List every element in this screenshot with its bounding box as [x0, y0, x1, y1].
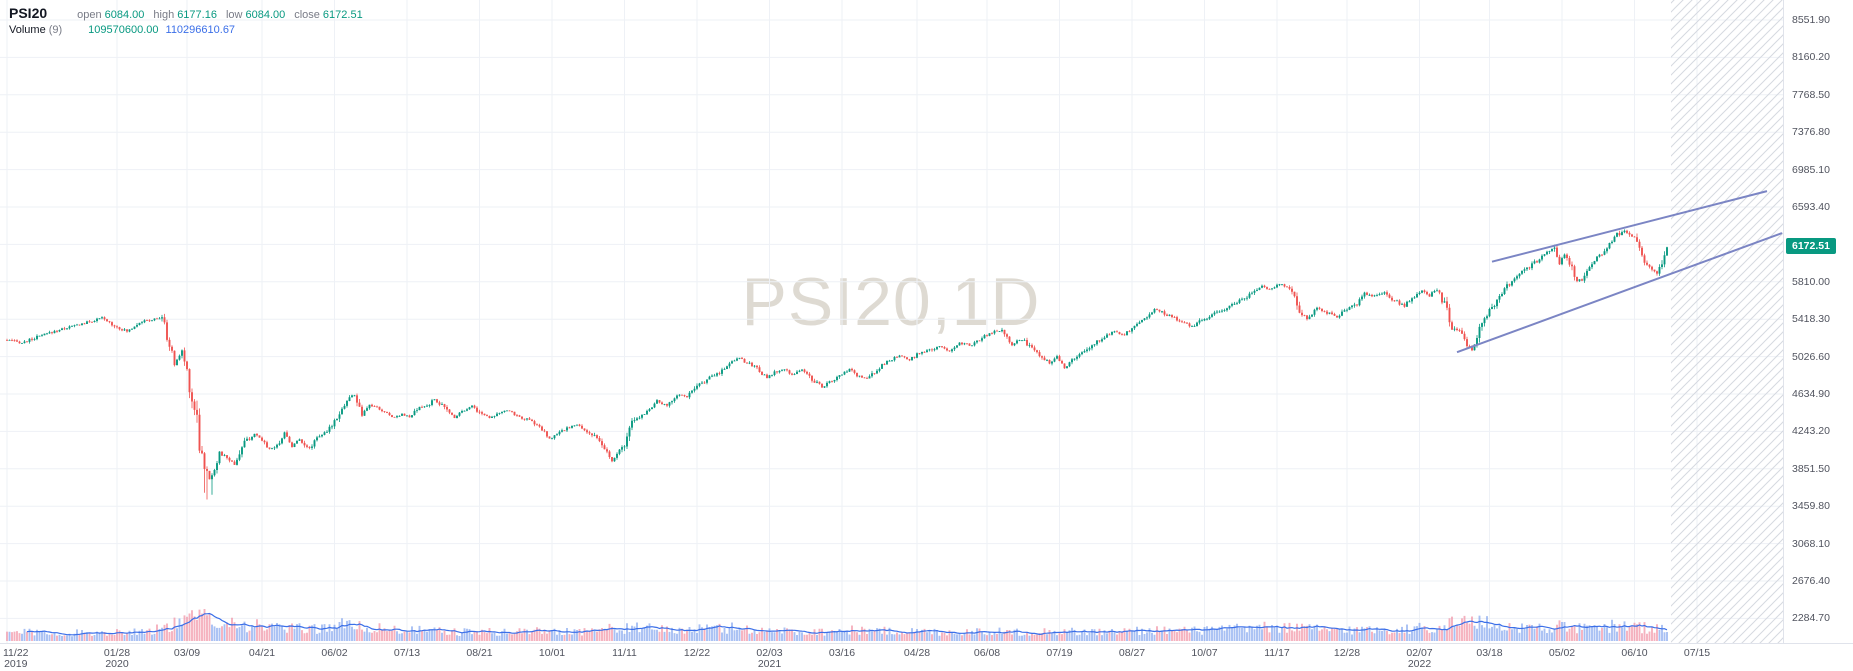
- time-axis-label: 11/11: [612, 647, 637, 659]
- volume-series: [6, 609, 1668, 641]
- price-axis-label: 5418.30: [1792, 313, 1830, 326]
- low-label: low: [225, 9, 243, 21]
- volume-value: 109570600.00: [88, 24, 159, 36]
- trendline-lower[interactable]: [1456, 232, 1783, 354]
- close-label: close: [294, 9, 320, 21]
- price-axis-label: 4243.20: [1792, 425, 1830, 438]
- time-axis-label: 06/10: [1621, 647, 1648, 659]
- candlestick-chart[interactable]: [0, 0, 1783, 643]
- price-axis-label: 7768.50: [1792, 88, 1830, 101]
- time-axis-year-label: 2022: [1407, 658, 1432, 670]
- ohlc-row: PSI20 open 6084.00 high 6177.16 low 6084…: [9, 5, 372, 24]
- time-axis-label: 03/18: [1476, 647, 1503, 659]
- price-axis[interactable]: 8551.90 8160.20 7768.50 7376.80 6985.10 6593.…: [1783, 0, 1853, 643]
- time-axis-label: 12/22: [683, 647, 711, 659]
- time-axis-label: 06/08: [973, 647, 1001, 659]
- low-value: 6084.00: [245, 9, 286, 21]
- last-price-badge: 6172.51: [1786, 238, 1836, 255]
- time-axis-label: 05/02: [1548, 647, 1576, 659]
- time-axis-label: 04/28: [903, 647, 931, 659]
- volume-ma-value: 110296610.67: [165, 24, 236, 36]
- high-label: high: [153, 9, 175, 21]
- time-axis-label: 01/28 2020: [103, 647, 131, 670]
- time-axis-label: 03/16: [828, 647, 856, 659]
- time-axis-label: 02/03 2021: [756, 647, 783, 670]
- time-axis-label: 07/19: [1046, 647, 1073, 659]
- close-value: 6172.51: [322, 9, 363, 21]
- price-axis-label: 3851.50: [1792, 462, 1830, 475]
- time-axis[interactable]: 11/22 2019 01/28 2020 03/09 04/21 06/02 07/13 08…: [0, 643, 1853, 671]
- price-axis-label: 2676.40: [1792, 575, 1830, 587]
- volume-row: Volume (9) 109570600.00 110296610.67: [9, 24, 372, 43]
- time-axis-label: 07/15: [1683, 647, 1711, 659]
- price-axis-label: 5026.60: [1792, 350, 1830, 363]
- time-axis-label: 11/22 2019: [3, 647, 29, 670]
- price-axis-label: 3068.10: [1792, 537, 1830, 550]
- price-axis-label: 3459.80: [1792, 500, 1830, 513]
- trendline-upper[interactable]: [1491, 190, 1768, 263]
- candles-series: [6, 229, 1668, 500]
- volume-indicator-label[interactable]: Volume: [9, 24, 46, 36]
- high-value: 6177.16: [177, 9, 217, 21]
- price-axis-label: 4634.90: [1792, 388, 1830, 400]
- time-axis-year-label: 2019: [4, 658, 28, 670]
- time-axis-label: 12/28: [1333, 647, 1361, 659]
- price-axis-label: 7376.80: [1792, 126, 1830, 139]
- price-axis-label: 8551.90: [1792, 14, 1830, 26]
- open-value: 6084.00: [104, 9, 145, 21]
- price-axis-label: 2284.70: [1792, 612, 1830, 625]
- open-label: open: [77, 9, 102, 21]
- time-axis-label: 08/27: [1118, 647, 1146, 659]
- time-axis-label: 02/07 2022: [1406, 647, 1433, 670]
- time-axis-label: 04/21: [248, 647, 276, 659]
- time-axis-label: 03/09: [173, 647, 201, 659]
- time-axis-label: 11/17: [1264, 647, 1290, 659]
- time-axis-label: 06/02: [321, 647, 348, 659]
- volume-ma-line: [26, 612, 1668, 636]
- symbol-name[interactable]: PSI20: [9, 5, 48, 21]
- trendline-drawings[interactable]: [1456, 190, 1783, 354]
- price-axis-label: 6593.40: [1792, 201, 1830, 213]
- time-axis-label: 10/07: [1191, 647, 1218, 659]
- time-axis-label: 07/13: [393, 647, 421, 659]
- time-axis-label: 08/21: [466, 647, 493, 659]
- price-axis-label: 8160.20: [1792, 51, 1830, 64]
- future-area-hatch: [1671, 0, 1783, 643]
- chart-legend: PSI20 open 6084.00 high 6177.16 low 6084…: [9, 5, 372, 43]
- time-axis-year-label: 2021: [757, 658, 782, 670]
- volume-indicator-params: (9): [48, 24, 63, 36]
- price-axis-label: 6985.10: [1792, 163, 1830, 176]
- grid: [0, 0, 1783, 643]
- time-axis-year-label: 2020: [105, 658, 129, 670]
- time-axis-label: 10/01: [538, 647, 566, 659]
- price-axis-label: 5810.00: [1792, 275, 1830, 288]
